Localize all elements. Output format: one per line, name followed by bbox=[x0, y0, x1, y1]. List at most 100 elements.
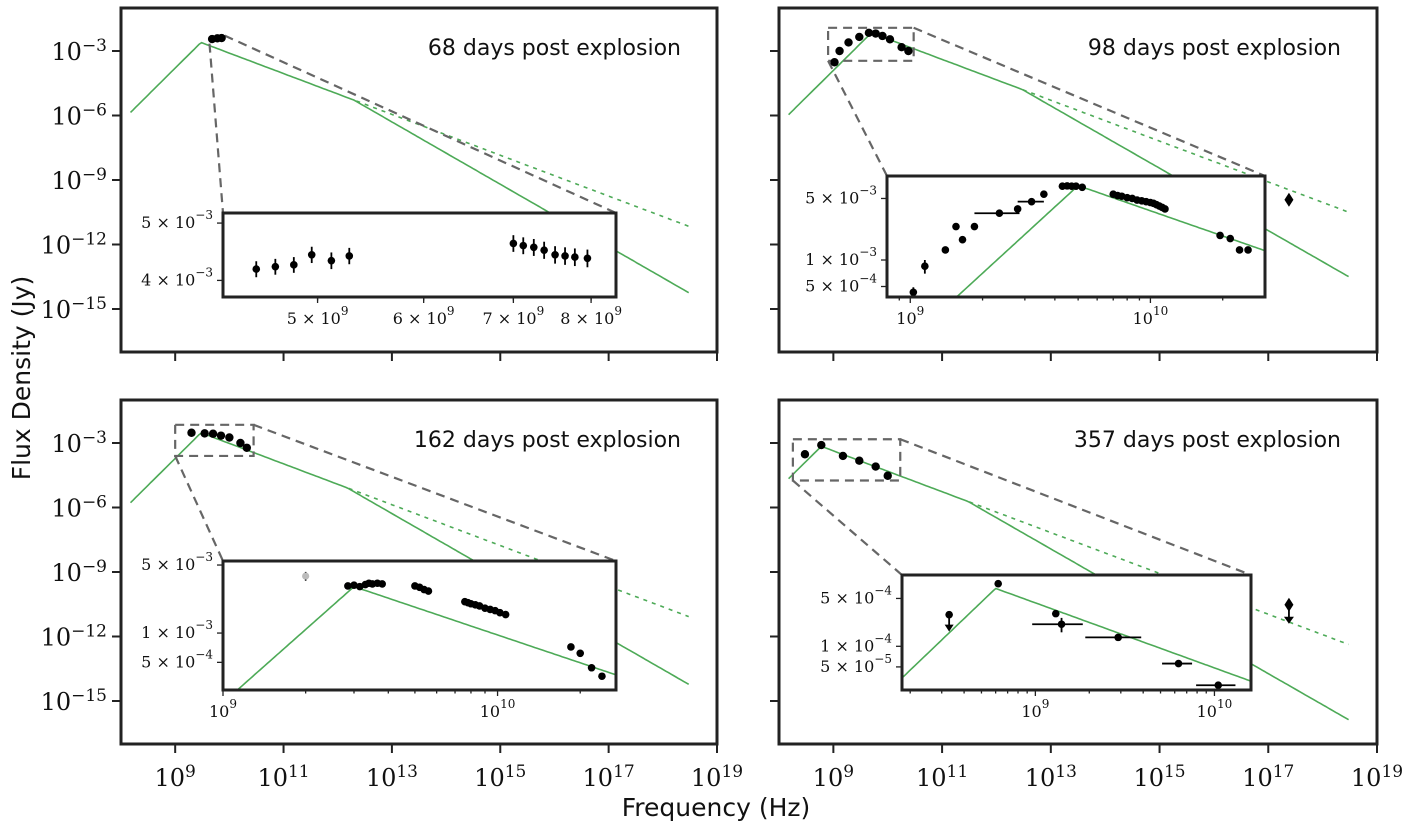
inset-1: 5 × 109 6 × 109 7 × 109 8 × 109 5 × 10−3 4 × … bbox=[141, 208, 622, 328]
inset-y-tick-label: 5 × 10−3 bbox=[141, 550, 213, 574]
inset-data-point bbox=[941, 246, 950, 254]
inset-y-tick-label: 5 × 10−4 bbox=[805, 272, 877, 296]
inset-background bbox=[223, 561, 616, 690]
inset-data-point bbox=[994, 579, 1002, 588]
panel-4: 109 1010 5 × 10−4 1 × 10−45 × 10−5 109 1011 10… bbox=[770, 398, 1403, 792]
inset-data-point bbox=[1174, 659, 1183, 668]
xray-point bbox=[1284, 192, 1294, 207]
inset-model-line bbox=[901, 587, 1252, 682]
data-point bbox=[817, 440, 826, 450]
zoom-connector bbox=[913, 26, 1266, 178]
inset-y-tick-label: 1 × 10−4 bbox=[820, 631, 892, 655]
y-tick-label: 10−3 bbox=[51, 36, 107, 66]
x-tick-label: 109 bbox=[813, 762, 854, 792]
inset-data-point bbox=[252, 265, 261, 273]
data-point bbox=[187, 428, 196, 437]
y-tick-label: 10−6 bbox=[51, 493, 107, 523]
panel-annotation: 357 days post explosion bbox=[1074, 428, 1341, 453]
inset-frame bbox=[900, 573, 1253, 692]
x-tick-label: 1015 bbox=[474, 762, 526, 792]
inset-x-tick-label: 1010 bbox=[1133, 304, 1169, 328]
panel-annotation: 98 days post explosion bbox=[1088, 36, 1341, 61]
inset-data-point bbox=[970, 222, 979, 231]
panel-2: 109 1010 5 × 10−3 1 × 10−3 5 × 10−4 98 days p… bbox=[770, 6, 1379, 361]
inset-data-point bbox=[424, 587, 433, 595]
inset-data-point bbox=[1057, 620, 1066, 629]
zoom-connector bbox=[224, 34, 617, 215]
inset-data-point bbox=[509, 239, 518, 248]
inset-data-point bbox=[952, 222, 960, 231]
panel-1: 5 × 109 6 × 109 7 × 109 8 × 109 5 × 10−3 4 × … bbox=[41, 6, 719, 361]
inset-x-tick-label: 109 bbox=[209, 697, 237, 721]
inset-y-tick-label: 4 × 10−3 bbox=[141, 265, 213, 289]
outlier-point bbox=[302, 572, 310, 580]
inset-x-tick-label: 1010 bbox=[480, 697, 516, 721]
inset-x-tick-label: 5 × 109 bbox=[287, 304, 349, 328]
data-point bbox=[883, 471, 892, 480]
x-tick-label: 1011 bbox=[916, 762, 968, 792]
panel-annotation: 162 days post explosion bbox=[414, 428, 681, 453]
model-dashed-line bbox=[356, 100, 689, 228]
inset-data-point bbox=[327, 256, 336, 265]
inset-frame bbox=[221, 559, 618, 692]
x-tick-label: 1013 bbox=[366, 762, 418, 792]
inset-data-point bbox=[561, 252, 569, 260]
y-tick-label: 10−9 bbox=[51, 165, 107, 195]
inset-y-tick-label: 5 × 10−3 bbox=[805, 183, 877, 207]
data-point bbox=[871, 462, 880, 471]
inset-x-tick-label: 1010 bbox=[1197, 697, 1233, 721]
inset-background bbox=[223, 213, 616, 297]
model-dashed-line bbox=[348, 487, 689, 618]
inset-data-point bbox=[1244, 246, 1252, 254]
inset-data-point bbox=[307, 250, 316, 259]
zoom-connector bbox=[253, 423, 617, 563]
inset-y-tick-label: 5 × 10−4 bbox=[820, 583, 892, 607]
inset-data-point bbox=[496, 608, 504, 617]
inset-data-point bbox=[1040, 190, 1048, 198]
upper-limit-arrow bbox=[1283, 616, 1294, 624]
inset-data-point bbox=[1161, 205, 1169, 213]
data-point bbox=[830, 58, 839, 67]
inset-data-point bbox=[909, 288, 918, 297]
inset-data-point bbox=[344, 582, 352, 590]
y-tick-label: 10−12 bbox=[41, 622, 107, 652]
data-point bbox=[864, 28, 874, 38]
y-tick-label: 10−15 bbox=[41, 294, 107, 324]
model-line bbox=[788, 445, 1349, 721]
zoom-connector bbox=[792, 479, 903, 576]
inset-y-tick-label: 5 × 10−4 bbox=[141, 647, 213, 671]
inset-data-point bbox=[540, 246, 548, 254]
inset-data-point bbox=[271, 262, 280, 271]
x-tick-label: 1013 bbox=[1025, 762, 1077, 792]
inset-3: 109 1010 5 × 10−3 1 × 10−3 5 × 10−4 bbox=[141, 550, 618, 721]
inset-x-tick-label: 6 × 109 bbox=[393, 304, 455, 328]
zoom-box bbox=[791, 438, 902, 482]
inset-data-point bbox=[583, 254, 592, 263]
inset-data-point bbox=[1226, 234, 1235, 243]
inset-data-point bbox=[571, 253, 579, 261]
inset-data-point bbox=[529, 243, 538, 252]
panel-annotation: 68 days post explosion bbox=[428, 36, 681, 61]
data-point bbox=[208, 429, 218, 438]
inset-x-tick-label: 7 × 109 bbox=[482, 304, 544, 328]
inset-data-point bbox=[1013, 205, 1022, 213]
inset-y-tick-label: 5 × 10−5 bbox=[820, 652, 892, 676]
inset-data-point bbox=[519, 241, 528, 250]
y-tick-label: 10−12 bbox=[41, 230, 107, 260]
y-tick-label: 10−15 bbox=[41, 686, 107, 716]
upper-limit-arrow bbox=[944, 624, 954, 632]
inset-data-point bbox=[1235, 246, 1244, 254]
data-point bbox=[225, 433, 234, 442]
inset-x-tick-label: 8 × 109 bbox=[560, 304, 622, 328]
zoom-connector bbox=[827, 60, 888, 177]
inset-data-point bbox=[345, 252, 354, 260]
y-tick-label: 10−9 bbox=[51, 557, 107, 587]
zoom-connector bbox=[174, 455, 225, 562]
x-axis-label: Frequency (Hz) bbox=[622, 793, 811, 822]
data-point bbox=[835, 46, 844, 56]
inset-data-point bbox=[1027, 197, 1036, 206]
inset-background bbox=[887, 176, 1265, 297]
inset-y-tick-label: 5 × 10−3 bbox=[141, 208, 213, 232]
inset-data-point bbox=[501, 610, 510, 619]
inset-y-tick-label: 1 × 10−3 bbox=[141, 618, 213, 642]
